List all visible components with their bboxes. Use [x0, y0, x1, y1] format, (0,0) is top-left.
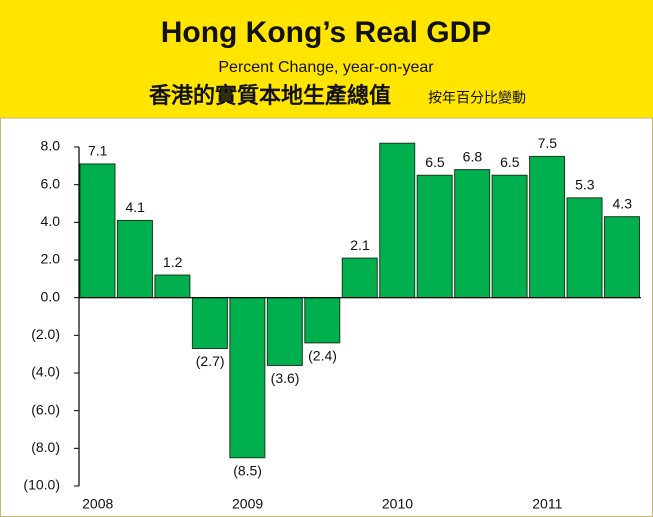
x-tick-label: 2008 — [82, 496, 113, 512]
value-label: 2.1 — [350, 237, 370, 253]
value-label: 4.1 — [125, 199, 145, 215]
bar — [341, 257, 378, 299]
value-label: 6.5 — [500, 154, 520, 170]
y-tick-label: (8.0) — [31, 439, 60, 455]
bar — [454, 169, 491, 299]
bar — [79, 163, 116, 299]
bar — [566, 197, 603, 299]
bar — [491, 174, 528, 299]
chart-title-zh: 香港的實質本地生產總值 — [149, 83, 391, 108]
chart-title: Hong Kong’s Real GDP — [161, 16, 492, 49]
bar — [379, 142, 416, 299]
bar — [604, 216, 640, 299]
y-tick-label: 2.0 — [41, 251, 61, 267]
x-tick-label: 2011 — [532, 496, 562, 512]
chart-subtitle-zh: 按年百分比變動 — [428, 90, 526, 106]
x-tick-label: 2010 — [382, 496, 413, 512]
bar — [191, 297, 228, 350]
y-tick-label: 8.0 — [41, 138, 61, 154]
value-label: (2.7) — [196, 353, 225, 369]
y-tick-label: (6.0) — [31, 401, 60, 417]
y-tick-label: 6.0 — [41, 175, 61, 191]
value-label: 6.8 — [463, 148, 483, 164]
value-label: 7.5 — [538, 135, 558, 151]
y-tick-label: (10.0) — [23, 477, 60, 493]
chart-subtitle: Percent Change, year-on-year — [218, 59, 434, 76]
bar — [229, 297, 266, 459]
value-label: 6.5 — [425, 154, 445, 170]
value-label: 4.3 — [613, 195, 633, 211]
bar — [266, 297, 303, 366]
value-label: 7.1 — [88, 143, 108, 159]
value-label: (2.4) — [308, 348, 337, 364]
value-label: (3.6) — [271, 370, 300, 386]
header-band — [0, 0, 653, 118]
bar — [304, 297, 341, 344]
bar — [416, 174, 453, 299]
value-label: 1.2 — [163, 254, 183, 270]
y-tick-label: 0.0 — [41, 288, 61, 304]
bar — [116, 219, 153, 299]
x-tick-label: 2009 — [232, 496, 263, 512]
y-tick-label: 4.0 — [41, 213, 61, 229]
bar — [529, 155, 566, 299]
value-label: (8.5) — [233, 462, 262, 478]
value-label: 5.3 — [575, 177, 595, 193]
y-tick-label: (2.0) — [31, 326, 60, 342]
bar — [154, 274, 191, 299]
y-tick-label: (4.0) — [31, 364, 60, 380]
